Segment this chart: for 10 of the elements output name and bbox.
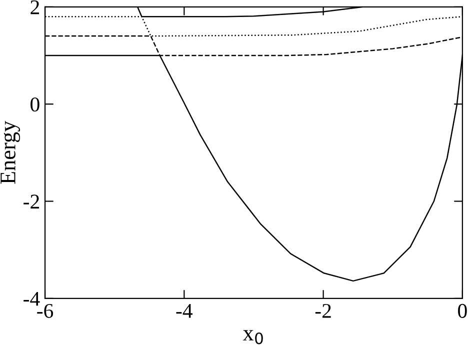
x-tick-label: -6 [37, 304, 54, 318]
x-tick-label: -4 [176, 304, 193, 318]
x-tick-label: 0 [458, 304, 467, 318]
x-axis-title: x$_{0}$ [242, 330, 263, 344]
y-tick-label: -4 [24, 292, 40, 306]
y-tick-label: 2 [30, 0, 40, 14]
x-tick-label: -2 [315, 304, 331, 318]
y-tick-label: 0 [30, 97, 40, 112]
y-tick-label: -2 [24, 194, 40, 208]
y-axis-title: Energy [0, 120, 20, 184]
